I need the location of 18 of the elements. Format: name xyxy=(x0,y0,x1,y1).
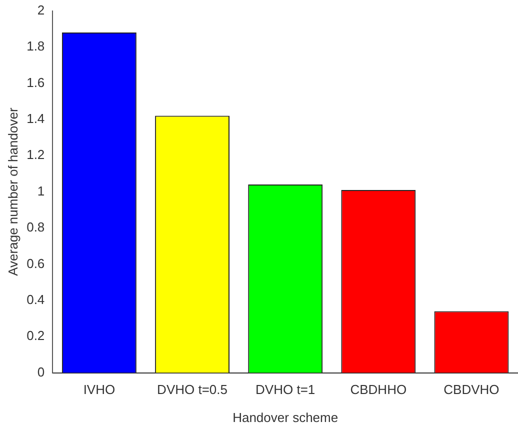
x-tick-label: CBDVHO xyxy=(444,382,500,398)
x-axis-title: Handover scheme xyxy=(232,410,338,425)
x-tick-label: DVHO t=0.5 xyxy=(157,382,228,398)
y-tick-label: 0.2 xyxy=(26,328,45,344)
y-tick-label: 0.4 xyxy=(26,292,45,307)
x-tick-label: CBDHHO xyxy=(350,382,407,398)
x-tick-label: DVHO t=1 xyxy=(256,382,316,398)
y-tick-label: 2 xyxy=(37,2,45,18)
y-tick-label: 1.8 xyxy=(26,38,45,54)
x-tick-label: IVHO xyxy=(83,382,116,398)
y-tick-label: 0.8 xyxy=(26,220,45,235)
y-tick-label: 1.6 xyxy=(26,74,45,90)
y-axis-title: Average number of handover xyxy=(5,107,20,276)
y-tick-label: 0.6 xyxy=(26,256,45,271)
y-tick-label: 1.4 xyxy=(26,110,45,126)
y-tick-label: 0 xyxy=(37,364,45,380)
y-tick-label: 1 xyxy=(37,183,45,198)
y-tick-label: 1.2 xyxy=(26,147,45,162)
